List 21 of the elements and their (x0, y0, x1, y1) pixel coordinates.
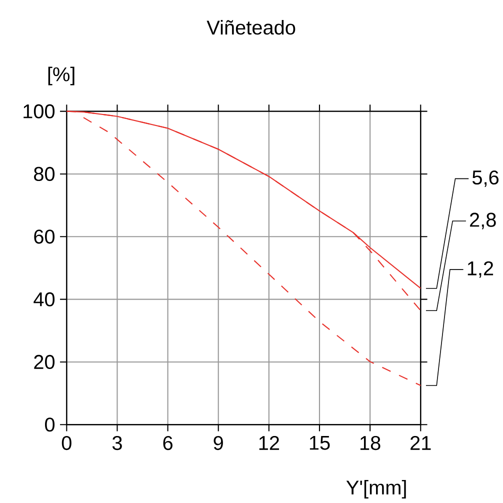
y-tick-label: 100 (24, 104, 55, 118)
y-tick-label: 40 (34, 292, 55, 306)
line-series (83, 117, 422, 386)
y-axis-title: [%] (48, 66, 74, 86)
x-tick-label: 12 (260, 436, 280, 450)
x-tick-label: 0 (62, 436, 72, 450)
chart-title: Viñeteado (206, 20, 296, 35)
x-tick-label: 15 (310, 436, 330, 450)
x-tick-label: 18 (360, 436, 380, 450)
x-tick-label: 6 (163, 436, 173, 450)
x-tick-label: 3 (112, 436, 122, 450)
text: 1,2 (468, 261, 494, 278)
x-tick-label: 9 (214, 436, 224, 450)
text: 2,8 (470, 212, 496, 230)
x-axis-title: Y'[mm] (346, 480, 406, 499)
y-tick-label: 20 (34, 354, 55, 370)
text: 5,6 (472, 170, 499, 187)
x-tick-label: 21 (410, 436, 431, 450)
y-tick-label: 60 (34, 230, 55, 244)
y-tick-label: 0 (45, 418, 55, 432)
y-tick-label: 80 (34, 166, 55, 182)
